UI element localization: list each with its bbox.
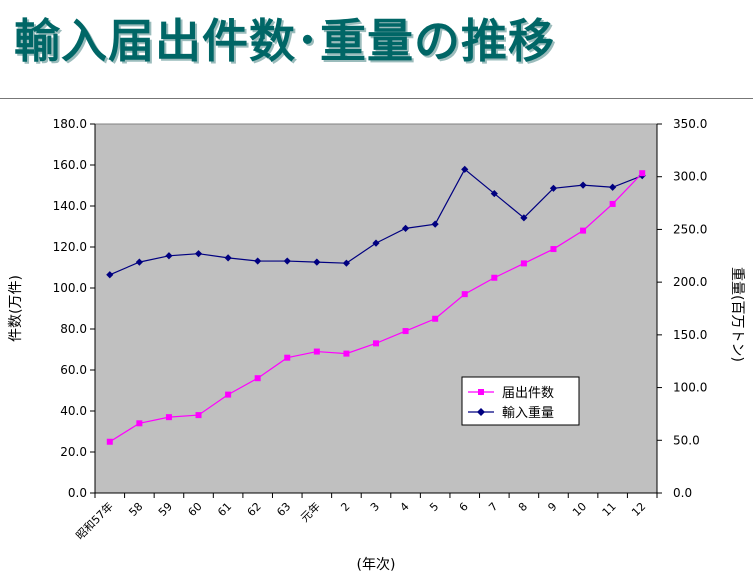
x-tick-label: 58 — [126, 500, 145, 519]
left-tick-label: 0.0 — [68, 486, 87, 500]
x-tick-marks — [94, 492, 658, 498]
weight-point — [609, 183, 617, 191]
left-tick-label: 120.0 — [53, 240, 87, 254]
right-tick-label: 250.0 — [673, 222, 707, 236]
count-point — [106, 438, 113, 445]
x-tick-label: 6 — [457, 500, 471, 514]
count-point — [461, 291, 468, 298]
x-tick-label: 60 — [186, 500, 205, 519]
count-point — [580, 227, 587, 234]
legend-weight-label: 輸入重量 — [502, 405, 554, 421]
count-point — [195, 412, 202, 419]
weight-point — [342, 259, 351, 267]
count-point — [432, 315, 439, 322]
left-tick-label: 160.0 — [53, 158, 87, 172]
y-axis-title: 件数(万件) — [8, 275, 24, 342]
right-tick-label: 200.0 — [673, 275, 707, 289]
count-point — [609, 200, 616, 207]
count-point — [313, 348, 320, 355]
x-tick-label: 7 — [486, 500, 500, 514]
x-axis-labels: 昭和57年 58 59 60 61 62 63 元年 2 3 4 5 6 7 8 9 10 11 12 — [73, 499, 649, 542]
x-tick-label: 10 — [570, 500, 589, 519]
count-point — [165, 414, 172, 421]
x-tick-label: 61 — [215, 500, 234, 519]
left-tick-label: 40.0 — [60, 404, 87, 418]
right-tick-label: 300.0 — [673, 170, 707, 184]
left-tick-label: 80.0 — [60, 322, 87, 336]
count-point — [550, 246, 557, 253]
count-point — [520, 260, 527, 267]
weight-point — [194, 250, 203, 258]
x-tick-label: 3 — [368, 500, 382, 514]
weight-point — [520, 214, 528, 222]
x-axis-title: (年次) — [357, 557, 396, 573]
x-tick-label: 2 — [338, 500, 352, 514]
count-point — [225, 391, 232, 398]
weight-point — [224, 254, 232, 262]
x-tick-label: 4 — [398, 500, 412, 514]
legend-count-label: 届出件数 — [502, 386, 554, 401]
x-tick-label: 元年 — [298, 499, 323, 524]
count-point — [284, 354, 291, 361]
right-tick-label: 150.0 — [673, 328, 707, 342]
weight-point — [401, 224, 410, 232]
right-tick-label: 350.0 — [673, 117, 707, 131]
count-point — [639, 170, 646, 177]
x-tick-label: 8 — [516, 500, 530, 514]
legend-count-marker — [478, 389, 484, 395]
x-tick-label: 63 — [274, 500, 293, 519]
line-chart: 0.020.040.060.080.0100.0120.0140.0160.01… — [8, 117, 745, 573]
x-tick-label: 昭和57年 — [73, 499, 116, 542]
legend-box — [461, 376, 580, 426]
title-divider — [0, 98, 753, 99]
x-tick-label: 59 — [156, 500, 175, 519]
left-tick-label: 100.0 — [53, 281, 87, 295]
right-tick-label: 100.0 — [673, 381, 707, 395]
page-title: 輸入届出件数･重量の推移 — [14, 14, 555, 68]
right-y-axis: 0.0 50.0 100.0 150.0 200.0 250.0 300.0 350.0 — [656, 117, 707, 500]
legend-weight-marker — [477, 408, 485, 416]
right-tick-label: 0.0 — [673, 486, 692, 500]
weight-point — [579, 181, 587, 189]
weight-point — [431, 220, 439, 228]
series-layer — [106, 165, 646, 445]
count-point — [343, 350, 350, 357]
left-tick-label: 180.0 — [53, 117, 87, 131]
weight-point — [490, 189, 498, 198]
weight-point — [372, 239, 380, 247]
weight-point — [549, 184, 558, 192]
weight-point — [461, 165, 469, 173]
left-tick-label: 140.0 — [53, 199, 87, 213]
x-tick-label: 12 — [629, 500, 648, 519]
count-point — [491, 274, 498, 281]
plot-area — [94, 123, 658, 494]
count-point — [373, 340, 379, 347]
count-point — [136, 420, 143, 427]
left-y-axis: 0.0 20.0 40.0 60.0 80.0 100.0 120.0 140.0 160.0 1… — [53, 117, 96, 500]
left-tick-label: 60.0 — [60, 363, 87, 377]
y2-axis-title: 重量(百万トン) — [729, 267, 745, 362]
right-tick-label: 50.0 — [673, 433, 700, 447]
x-tick-label: 62 — [245, 500, 264, 519]
x-tick-label: 5 — [427, 500, 441, 514]
left-tick-label: 20.0 — [60, 445, 87, 459]
x-tick-label: 9 — [545, 500, 559, 514]
count-point — [254, 375, 261, 382]
x-tick-label: 11 — [600, 500, 619, 519]
count-point — [402, 328, 409, 335]
